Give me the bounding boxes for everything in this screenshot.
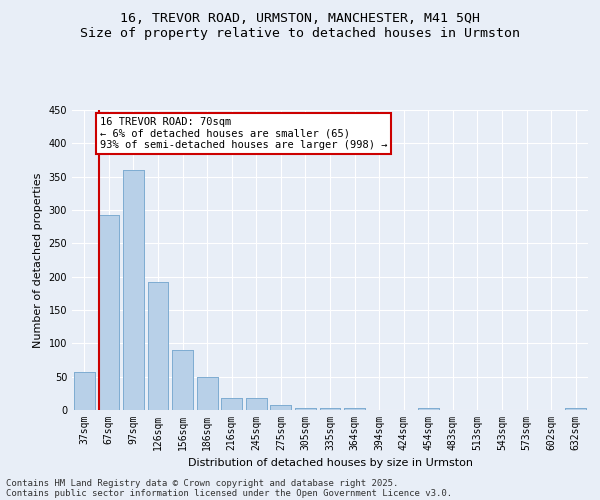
Text: Contains HM Land Registry data © Crown copyright and database right 2025.: Contains HM Land Registry data © Crown c… [6, 478, 398, 488]
Bar [172, 350, 193, 410]
Bar [148, 282, 169, 410]
Bar [98, 216, 119, 410]
Bar [320, 408, 340, 410]
Text: Size of property relative to detached houses in Urmston: Size of property relative to detached ho… [80, 28, 520, 40]
Bar [418, 408, 439, 410]
Text: Contains public sector information licensed under the Open Government Licence v3: Contains public sector information licen… [6, 488, 452, 498]
Bar [221, 398, 242, 410]
Bar [246, 398, 267, 410]
Bar [295, 408, 316, 410]
Bar [197, 376, 218, 410]
Bar [271, 404, 292, 410]
Bar [565, 408, 586, 410]
Bar [123, 170, 144, 410]
Bar [221, 398, 242, 410]
Bar [320, 408, 340, 410]
X-axis label: Distribution of detached houses by size in Urmston: Distribution of detached houses by size … [187, 458, 473, 468]
Bar [74, 372, 95, 410]
Bar [295, 408, 316, 410]
Bar [565, 408, 586, 410]
Bar [148, 282, 169, 410]
Text: 16 TREVOR ROAD: 70sqm
← 6% of detached houses are smaller (65)
93% of semi-detac: 16 TREVOR ROAD: 70sqm ← 6% of detached h… [100, 116, 387, 150]
Bar [344, 408, 365, 410]
Bar [197, 376, 218, 410]
Bar [123, 170, 144, 410]
Bar [74, 372, 95, 410]
Y-axis label: Number of detached properties: Number of detached properties [33, 172, 43, 348]
Bar [98, 216, 119, 410]
Bar [418, 408, 439, 410]
Text: 16, TREVOR ROAD, URMSTON, MANCHESTER, M41 5QH: 16, TREVOR ROAD, URMSTON, MANCHESTER, M4… [120, 12, 480, 26]
Bar [172, 350, 193, 410]
Bar [271, 404, 292, 410]
Bar [246, 398, 267, 410]
Bar [344, 408, 365, 410]
